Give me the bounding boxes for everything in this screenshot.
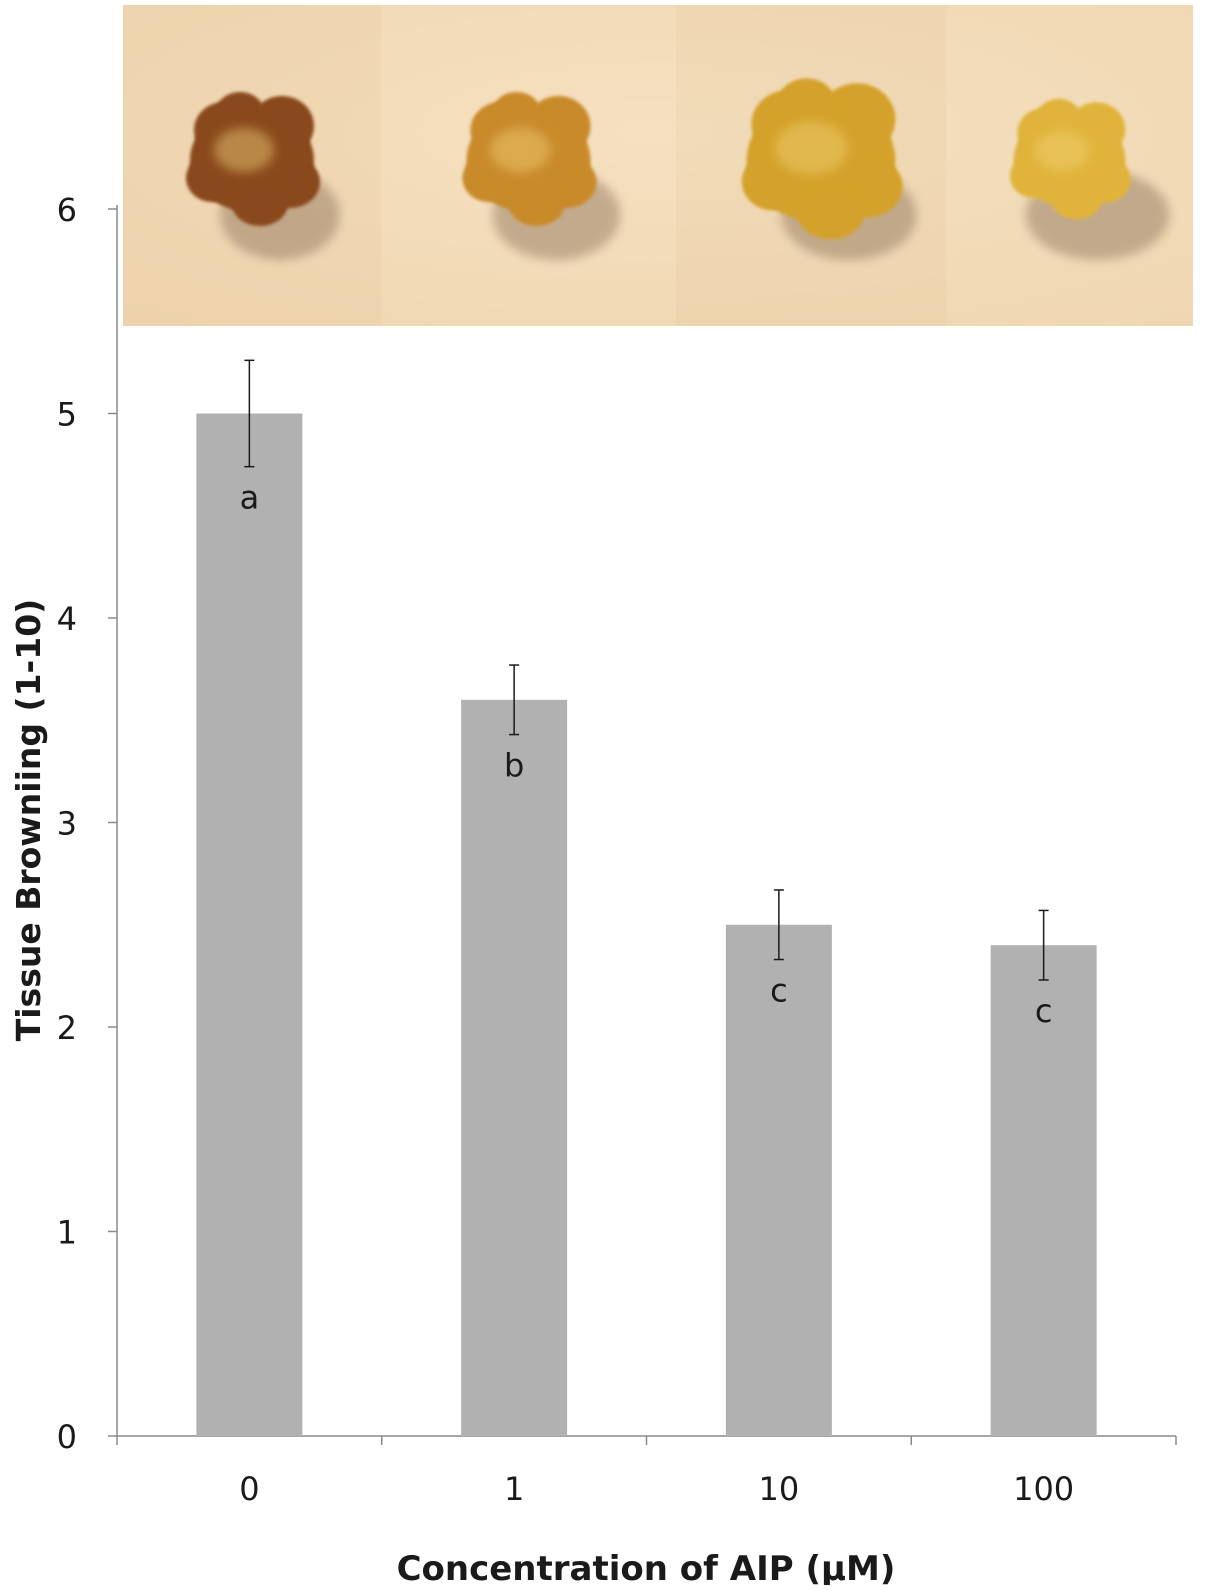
y-tick-label: 0 — [57, 1418, 77, 1456]
bar — [196, 413, 303, 1436]
bar — [461, 699, 568, 1436]
tissue-photo-strip — [123, 5, 1193, 326]
bar — [990, 945, 1097, 1436]
y-axis-label: Tissue Browniing (1-10) — [9, 599, 48, 1042]
x-axis-label: Concentration of AIP (µM) — [397, 1549, 896, 1585]
bar — [725, 924, 832, 1436]
error-bar — [1038, 909, 1049, 981]
x-tick-label: 1 — [504, 1470, 524, 1508]
x-axis-ticks: 0 1 10 100 — [116, 1436, 1177, 1508]
callus-tissue-photo — [676, 5, 946, 326]
error-bar — [509, 664, 520, 736]
significance-letter: c — [770, 972, 788, 1010]
error-bar-series — [244, 359, 1049, 981]
significance-letter: b — [504, 747, 524, 785]
x-tick-label: 100 — [1013, 1470, 1074, 1508]
callus-tissue-photo — [381, 5, 676, 326]
y-tick-label: 3 — [57, 805, 77, 843]
callus-tissue-photo — [946, 5, 1193, 326]
x-tick-label: 0 — [239, 1470, 259, 1508]
y-tick-label: 5 — [57, 396, 77, 434]
y-axis-ticks: 0 1 2 3 4 5 6 — [57, 191, 117, 1456]
y-tick-label: 6 — [57, 191, 77, 229]
y-tick-label: 1 — [57, 1214, 77, 1252]
error-bar — [773, 889, 784, 961]
callus-tissue-photo — [123, 5, 381, 326]
x-tick-label: 10 — [759, 1470, 800, 1508]
significance-letter: c — [1035, 992, 1053, 1030]
error-bar — [244, 359, 255, 468]
y-tick-label: 4 — [57, 600, 77, 638]
y-tick-label: 2 — [57, 1009, 77, 1047]
significance-letters: a b c c — [240, 479, 1053, 1030]
bar-series — [196, 413, 1097, 1436]
significance-letter: a — [240, 479, 260, 517]
